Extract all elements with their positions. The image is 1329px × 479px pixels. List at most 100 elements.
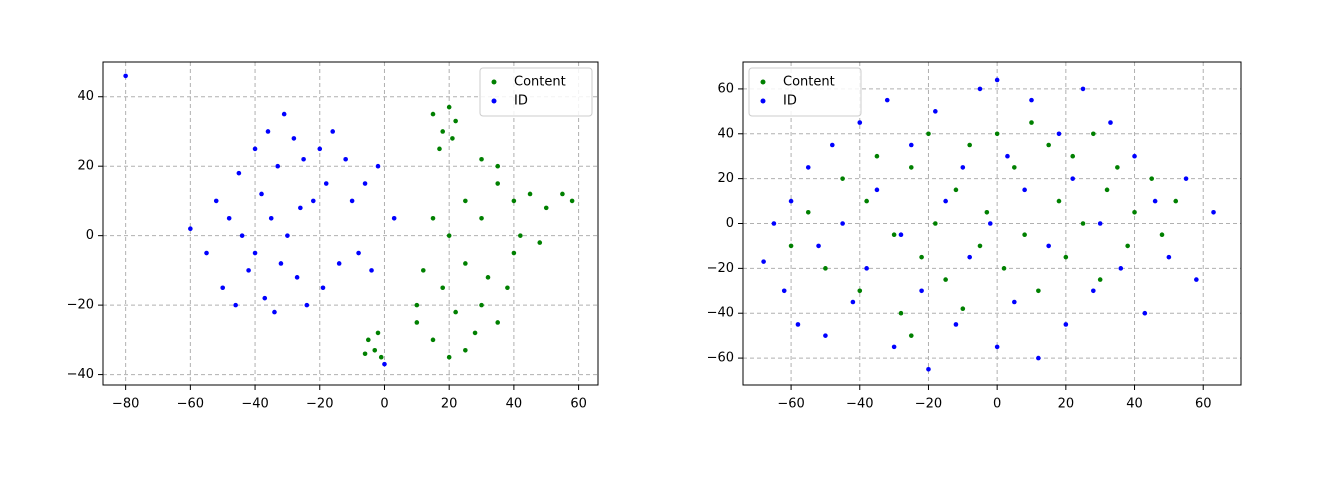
legend-marker [491,79,497,85]
point [291,136,297,141]
point [246,268,251,273]
point [967,142,972,148]
point [1194,277,1199,282]
point [1056,198,1062,204]
point [511,198,517,204]
point [933,109,938,114]
point [375,163,381,169]
point [1211,209,1216,215]
point [298,205,303,211]
point [977,243,983,249]
point [874,187,880,193]
point [933,221,938,226]
x-tick-label: −40 [241,397,268,412]
point [446,104,452,110]
point [391,215,397,221]
point [463,347,468,353]
point [543,205,549,211]
point [874,153,880,159]
point [1097,221,1103,226]
point [310,198,316,204]
point [823,333,828,338]
point [320,285,326,291]
point [1001,266,1007,271]
point [446,233,452,238]
point [795,322,801,327]
point [919,254,924,260]
point [823,266,828,271]
point [369,268,374,273]
point [1132,153,1137,159]
point [816,243,821,249]
point [463,198,468,204]
point [919,288,924,294]
point [1125,243,1130,249]
point [908,165,914,170]
point [1091,131,1096,137]
point [233,302,238,308]
point [330,129,336,134]
point [236,170,242,176]
point [414,320,420,325]
x-tick-label: 40 [506,397,523,412]
point [1063,254,1069,260]
y-tick-label: −60 [707,351,734,366]
point [926,131,931,137]
point [479,156,484,162]
legend-box [479,67,593,117]
point [356,250,361,256]
point [805,209,811,215]
point [378,354,384,360]
point [317,146,323,152]
point [864,266,869,271]
x-tick-label: −20 [915,397,942,412]
point [440,129,446,134]
point [788,198,794,204]
point [527,191,533,197]
point [850,299,856,305]
y-tick-label: −20 [67,298,94,313]
point [857,288,863,294]
point [1036,288,1041,294]
point [440,285,446,291]
point [891,344,897,350]
point [953,187,959,193]
point [304,302,310,308]
point [898,232,904,238]
point [343,156,348,162]
y-tick-label: −40 [707,306,734,321]
point [495,320,501,325]
point [1056,131,1062,137]
point [1152,198,1158,204]
point [362,181,368,186]
point [362,351,368,357]
point [898,310,904,316]
point [1183,176,1189,181]
point [375,330,381,336]
point [252,250,258,256]
point [372,347,378,353]
x-tick-label: 60 [1195,397,1212,412]
point [943,277,948,282]
point [994,344,1000,350]
x-tick-label: 0 [993,397,1001,412]
point [1029,97,1034,103]
point [213,198,219,204]
point [1159,232,1165,238]
point [984,209,990,215]
point [239,233,245,238]
x-tick-label: −60 [177,397,204,412]
point [953,322,959,327]
point [420,268,426,273]
x-tick-label: −40 [846,397,873,412]
point [1091,288,1096,294]
point [472,330,478,336]
point [761,259,766,264]
legend-label: Content [514,75,566,90]
point [1149,176,1155,181]
point [1005,153,1010,159]
point [840,221,845,226]
point [518,233,523,238]
point [485,275,491,280]
legend-label: ID [514,94,528,109]
